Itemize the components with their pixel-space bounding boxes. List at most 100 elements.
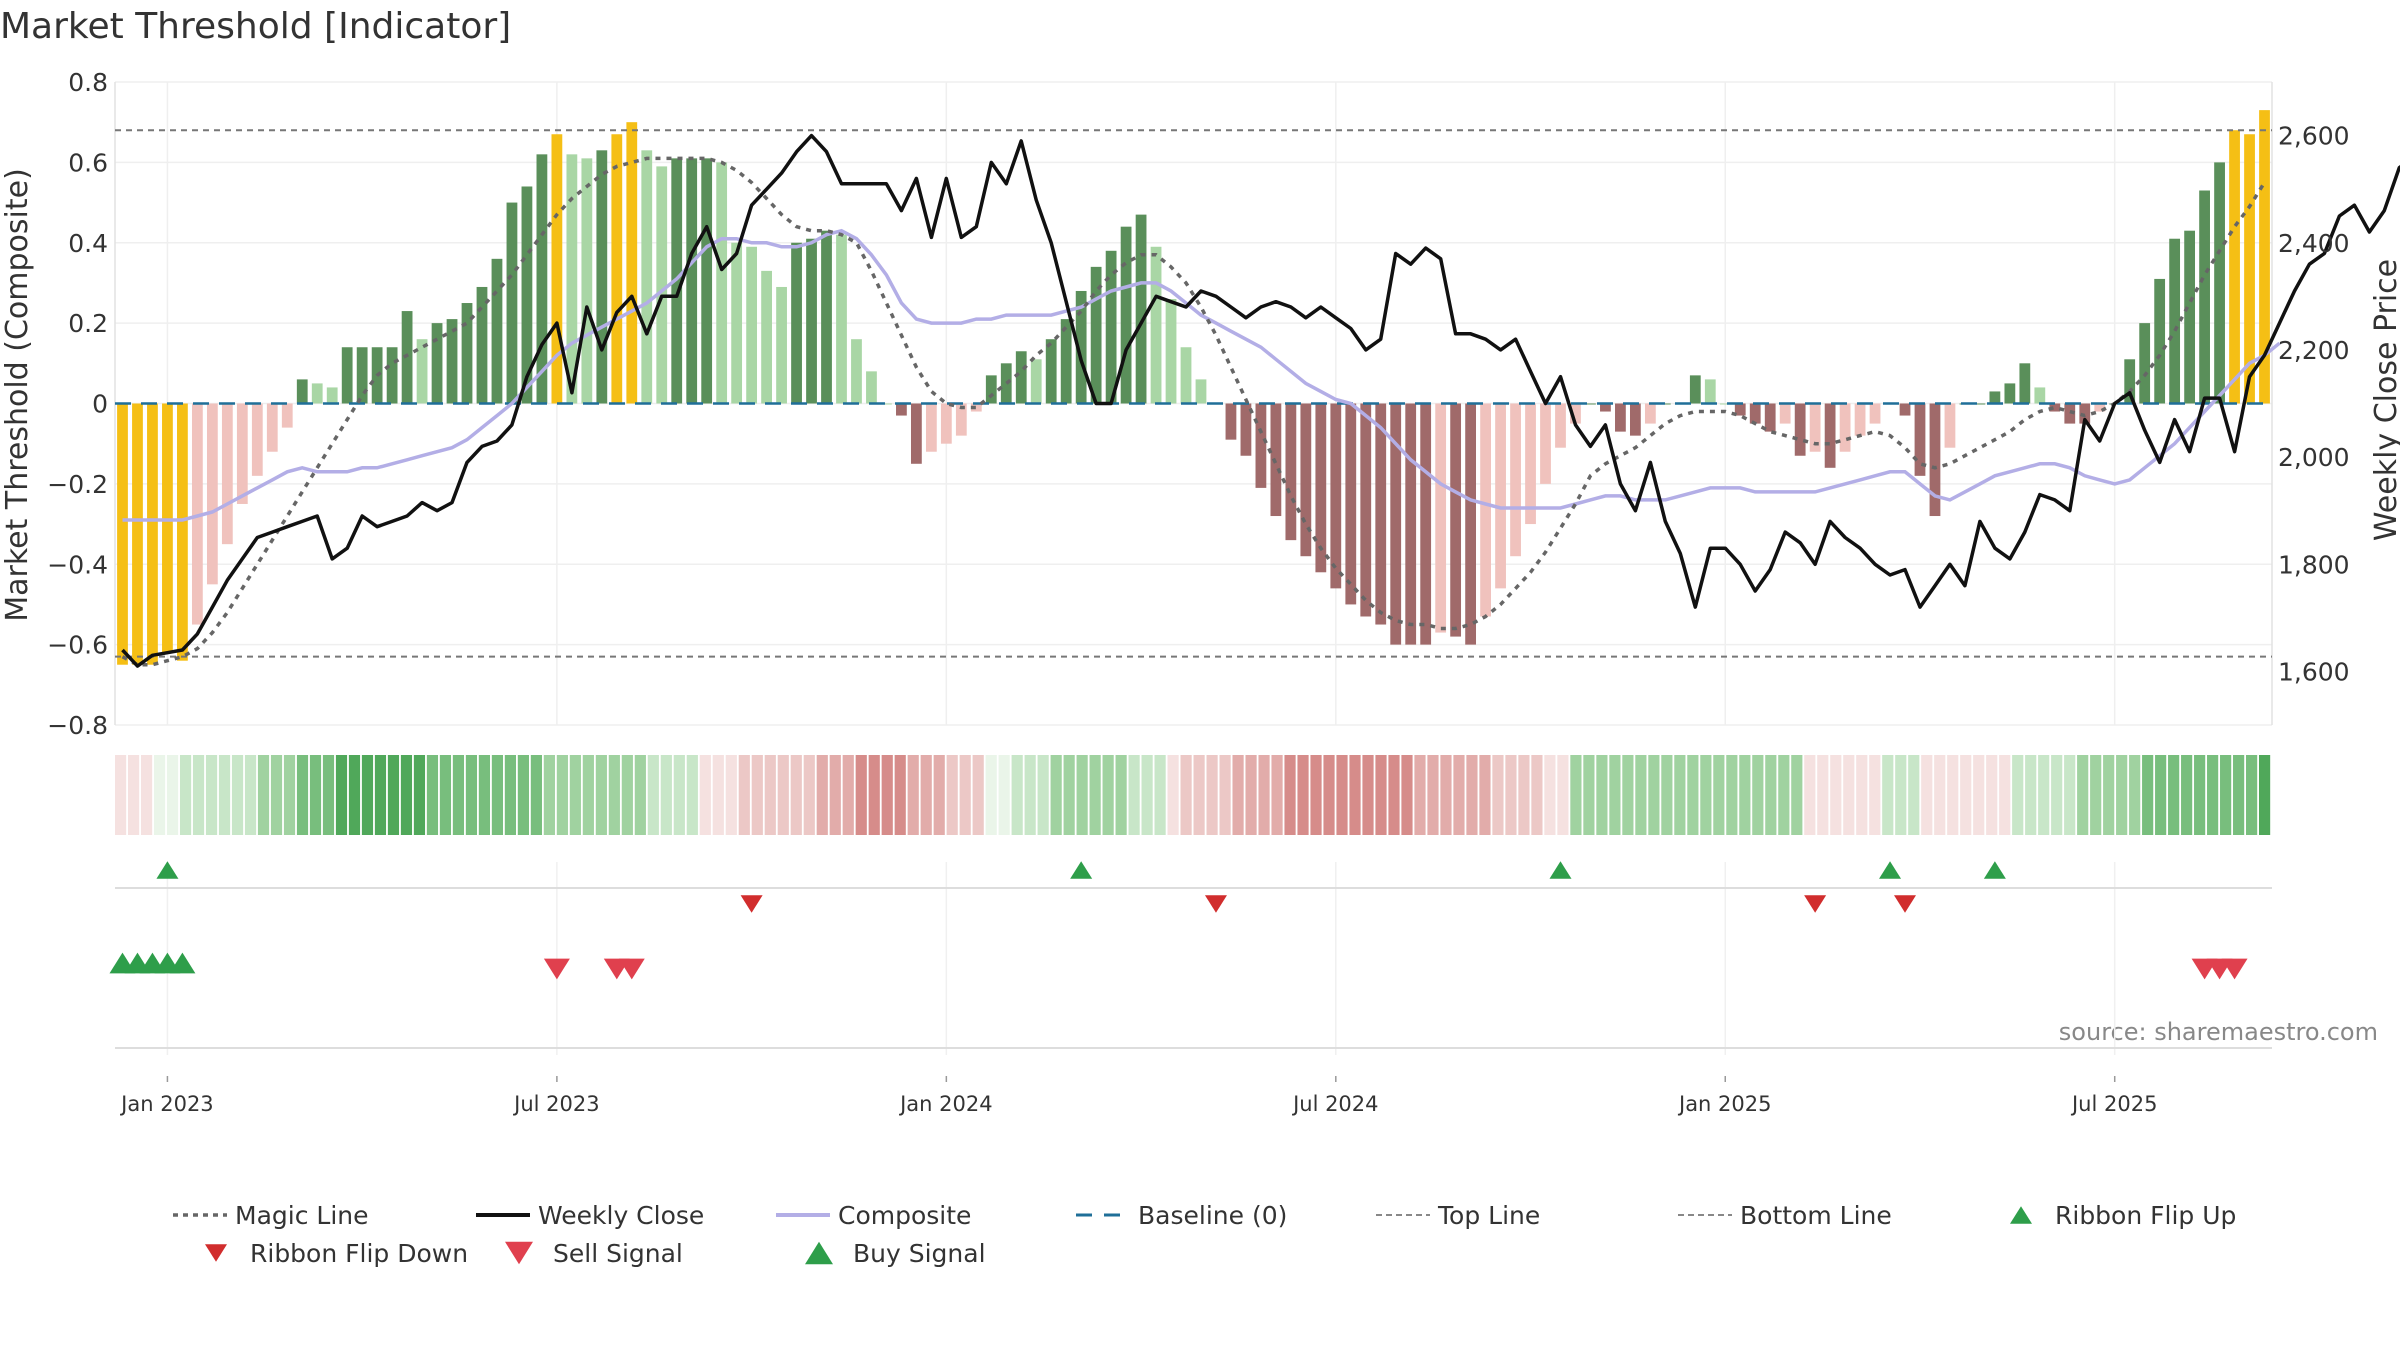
composite-bar: [1644, 403, 1656, 424]
legend-item: Magic Line: [173, 1201, 369, 1230]
ribbon-cell: [1648, 755, 1660, 835]
ribbon-cell: [1999, 755, 2011, 835]
ribbon-cell: [426, 755, 439, 835]
ribbon-cell: [452, 755, 465, 835]
composite-bar: [341, 347, 353, 404]
composite-bar: [596, 150, 608, 404]
composite-bar: [1060, 319, 1072, 404]
composite-bar: [836, 234, 847, 404]
composite-bar: [1824, 403, 1836, 468]
ribbon-cell: [1206, 755, 1218, 835]
ribbon-cell: [985, 755, 997, 835]
composite-bar: [1555, 403, 1566, 448]
composite-bar: [1839, 403, 1851, 452]
ribbon-cell: [855, 755, 867, 835]
ribbon-cell: [1141, 755, 1153, 835]
composite-bar: [821, 230, 832, 404]
ribbon-cell: [543, 755, 555, 835]
legend-label: Baseline (0): [1138, 1201, 1287, 1230]
ribbon-cell: [1947, 755, 1959, 835]
composite-bar: [506, 202, 518, 404]
composite-bar: [881, 403, 892, 405]
ribbon-cell: [1895, 755, 1907, 835]
ribbon-cell: [1973, 755, 1985, 835]
ribbon-cell: [153, 755, 166, 835]
composite-bar: [1165, 299, 1177, 404]
legend-label: Buy Signal: [853, 1239, 986, 1268]
ribbon-cell: [1427, 755, 1439, 835]
composite-bar: [1300, 403, 1312, 557]
composite-bar: [491, 258, 503, 404]
ribbon-cell: [1492, 755, 1504, 835]
ribbon-cell: [2051, 755, 2063, 835]
chart-legend: Magic Line Weekly Close Composite Baseline …: [173, 1201, 2236, 1268]
y2-tick-label: 2,000: [2278, 443, 2350, 472]
composite-bar: [1764, 403, 1776, 432]
ribbon-cell: [1024, 755, 1036, 835]
composite-bar: [1974, 403, 1986, 405]
weekly-close-line: [121, 133, 2400, 668]
y-axis-ticks: 0.8 0.6 0.4 0.2 0 −0.2 −0.4 −0.6 −0.8: [47, 68, 108, 740]
composite-bar: [1195, 379, 1207, 404]
y2-axis-label: Weekly Close Price: [2369, 259, 2400, 541]
composite-bar: [1450, 403, 1462, 637]
legend-swatch: [505, 1241, 533, 1265]
ribbon-cell: [1479, 755, 1491, 835]
ribbon-cell: [2077, 755, 2089, 835]
composite-bar: [925, 403, 937, 452]
ribbon-cell: [972, 755, 984, 835]
ribbon-cell: [1713, 755, 1725, 835]
ribbon-cell: [1544, 755, 1556, 835]
ribbon-flip-up-marker: [1983, 861, 2006, 879]
legend-item: Bottom Line: [1678, 1201, 1892, 1230]
ribbon-cell: [517, 755, 529, 835]
composite-bar: [1090, 266, 1102, 404]
composite-bar: [746, 246, 758, 404]
ribbon-cell: [738, 755, 750, 835]
ribbon-cell: [2207, 755, 2219, 835]
ribbon-cell: [2142, 755, 2154, 835]
ribbon-cell: [1921, 755, 1933, 835]
ribbon-cell: [1271, 755, 1283, 835]
sell-signal-marker: [543, 958, 570, 980]
composite-bar: [1540, 403, 1551, 484]
legend-swatch: [205, 1244, 227, 1262]
ribbon-cell: [2116, 755, 2128, 835]
ribbon-cell: [1375, 755, 1387, 835]
ribbon-cell: [2012, 755, 2024, 835]
composite-bar: [776, 286, 787, 404]
trend-ribbon: [115, 755, 2271, 835]
composite-bar: [1749, 403, 1761, 424]
ribbon-cell: [1791, 755, 1803, 835]
composite-bar: [1390, 403, 1402, 645]
composite-bar: [791, 242, 802, 404]
composite-bar: [1420, 403, 1432, 645]
legend-label: Magic Line: [235, 1201, 369, 1230]
ribbon-cell: [1622, 755, 1634, 835]
ribbon-cell: [1388, 755, 1400, 835]
sell-signal-marker: [618, 958, 645, 980]
y2-axis-ticks: 2,600 2,400 2,200 2,000 1,800 1,600: [2278, 122, 2350, 687]
ribbon-cell: [920, 755, 932, 835]
ribbon-cell: [556, 755, 568, 835]
composite-bar: [940, 403, 952, 444]
chart-title: Market Threshold [Indicator]: [0, 6, 511, 47]
buy-signal-marker: [169, 952, 196, 974]
composite-bar: [2229, 130, 2240, 404]
composite-bar: [1030, 359, 1042, 404]
y-tick-label: −0.4: [47, 550, 108, 579]
y2-tick-label: 2,200: [2278, 336, 2350, 365]
ribbon-cell: [2064, 755, 2076, 835]
ribbon-cell: [244, 755, 257, 835]
ribbon-cell: [660, 755, 672, 835]
legend-label: Ribbon Flip Up: [2055, 1201, 2236, 1230]
ribbon-cell: [790, 755, 802, 835]
ribbon-cell: [842, 755, 854, 835]
ribbon-cell: [1505, 755, 1517, 835]
ribbon-cell: [1830, 755, 1842, 835]
composite-bar: [1495, 403, 1506, 589]
composite-bar: [1734, 403, 1746, 416]
composite-bar: [2094, 403, 2106, 412]
y-tick-label: −0.2: [47, 470, 108, 499]
